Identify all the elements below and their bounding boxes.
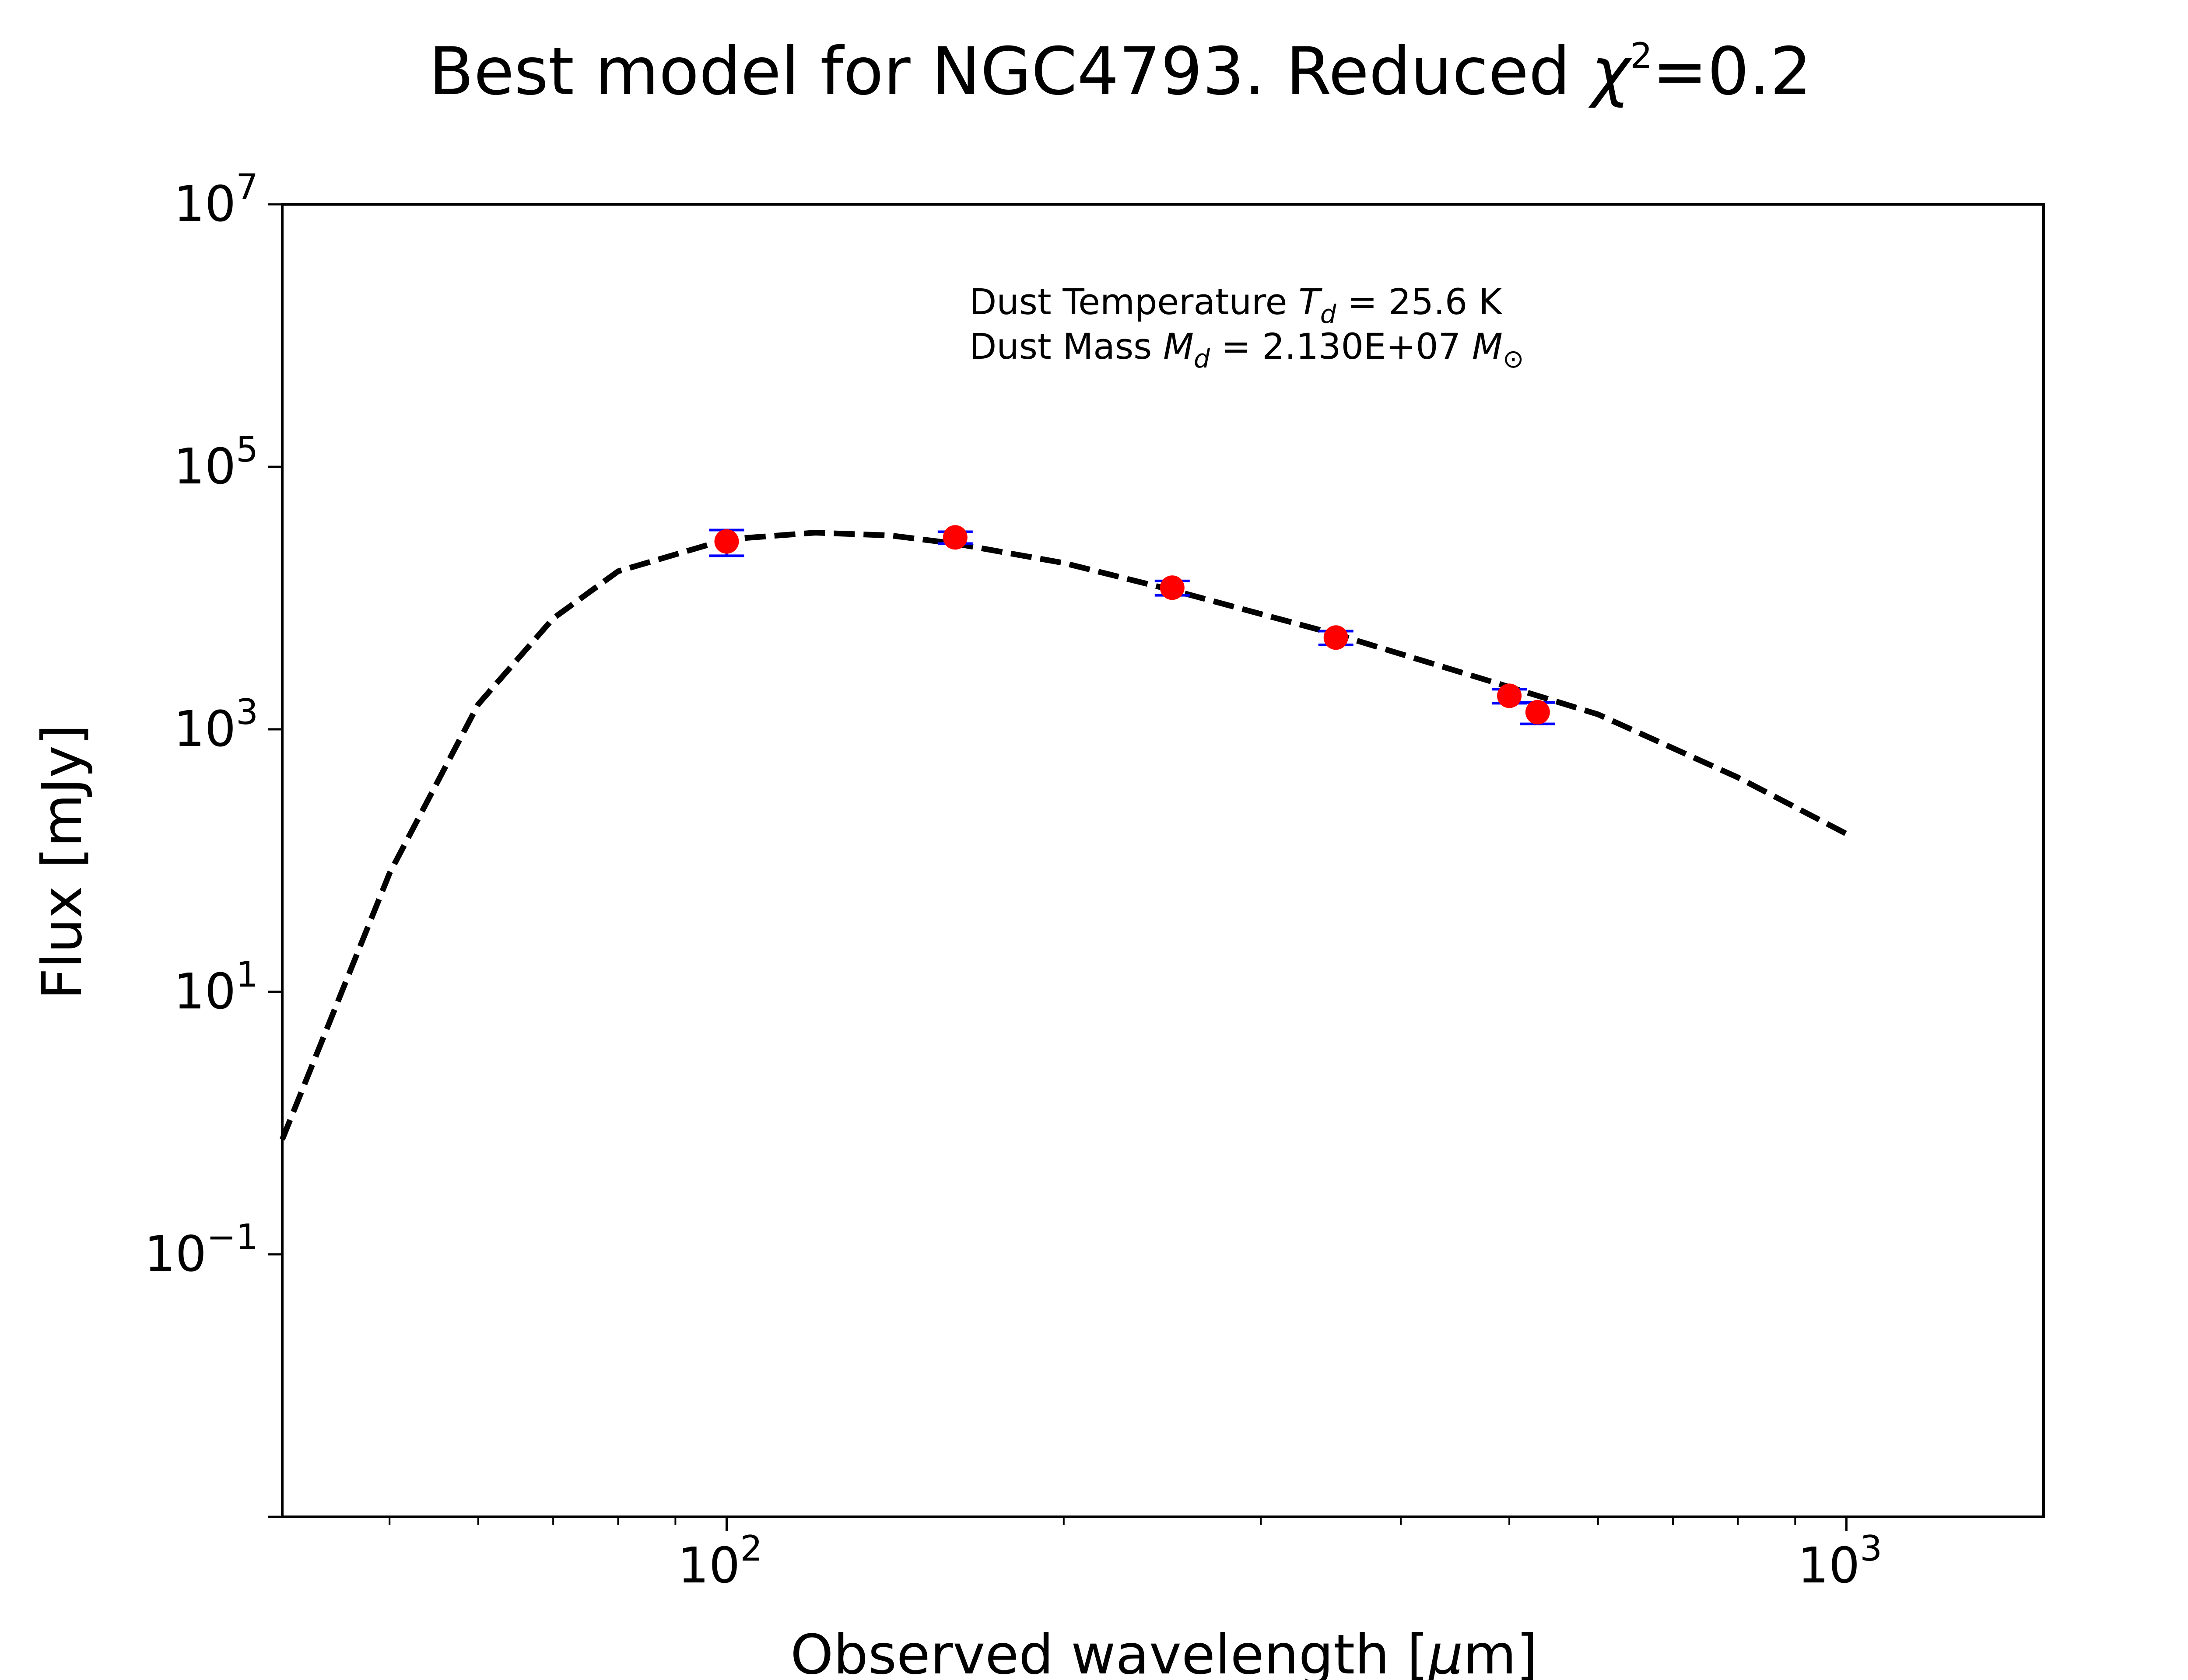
model-curve [279,529,1848,1141]
data-point [1525,700,1550,724]
data-point [943,525,968,550]
chart-title: Best model for NGC4793. Reduced χ2=0.2 [429,34,1812,110]
data-point [1323,625,1348,650]
y-tick-label: 101 [174,954,258,1020]
y-axis-label: Flux [mJy] [31,724,94,1000]
y-tick-label: 10−1 [144,1217,258,1283]
y-tick-label: 105 [174,429,258,495]
plot-frame [281,203,2045,1518]
y-tick-label: 107 [174,167,258,233]
annotation-line-mass: Dust Mass Md = 2.130E+07 M⊙ [969,326,1524,374]
x-tick-label: 102 [678,1528,762,1594]
data-point [1160,575,1185,600]
data-point [1497,683,1522,708]
x-axis-label: Observed wavelength [μm] [790,1623,1538,1680]
annotation-line-temperature: Dust Temperature Td = 25.6 K [969,282,1503,329]
y-tick-label: 103 [174,692,258,758]
data-point [714,529,739,554]
plot-area: 107 105 103 101 10−1 102 103 [144,167,2045,1594]
x-tick-label: 103 [1798,1528,1882,1594]
